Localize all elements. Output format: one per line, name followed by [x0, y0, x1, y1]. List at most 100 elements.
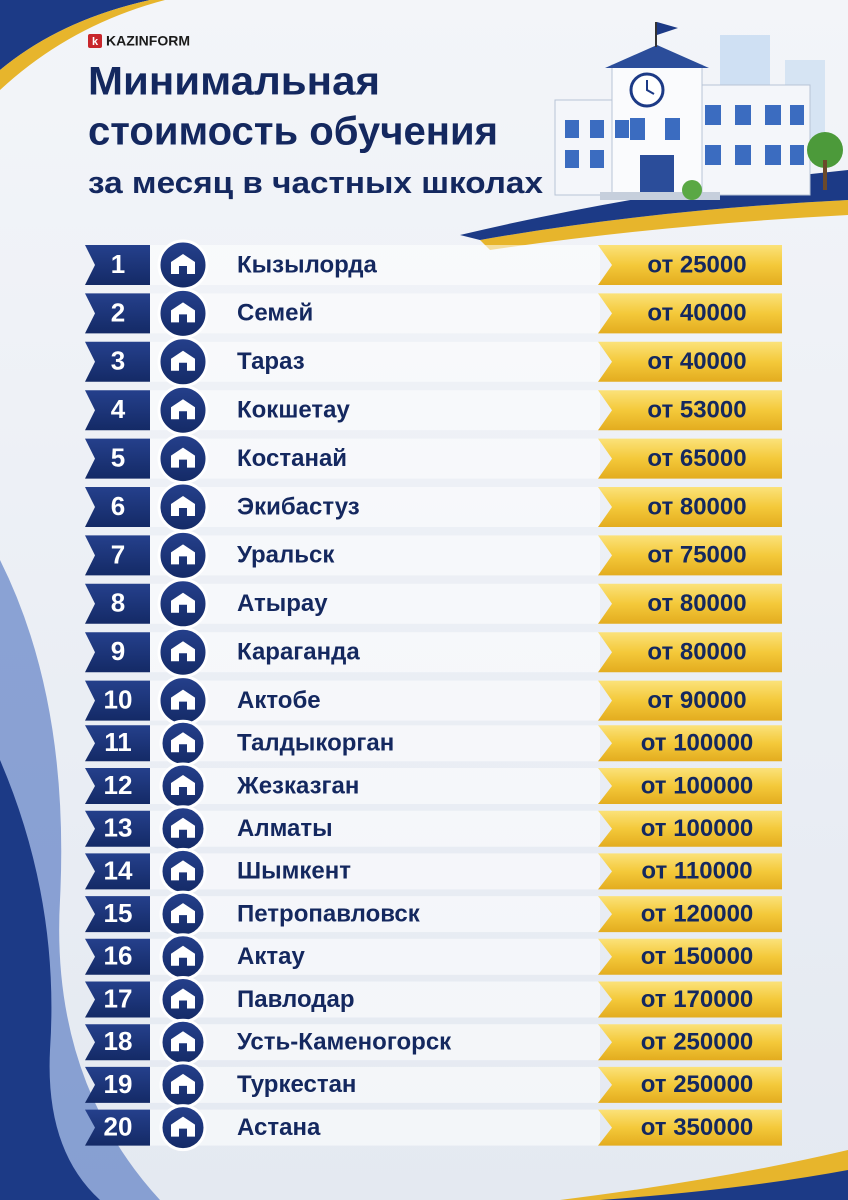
price: от 80000 [647, 590, 746, 617]
city-icon-glyph [171, 903, 195, 924]
city-name: Павлодар [237, 986, 355, 1013]
price-bar [598, 1024, 782, 1061]
price: от 150000 [641, 943, 754, 970]
price-bar [598, 1109, 782, 1146]
rank-number: 12 [104, 770, 133, 800]
city-icon-glyph [171, 399, 195, 420]
city-icon-glyph [171, 544, 195, 565]
row-line [150, 1109, 600, 1146]
row-line [150, 810, 600, 847]
rank-number: 19 [104, 1069, 133, 1099]
ranking-row: 10 Актобе от 90000 [85, 675, 782, 727]
row-line [150, 245, 600, 285]
price: от 100000 [641, 772, 754, 799]
rank-tab [85, 853, 150, 890]
city-icon-glyph [171, 496, 195, 516]
rank-tab [85, 341, 150, 382]
rank-tab [85, 1066, 150, 1103]
row-line [150, 583, 600, 624]
price-bar [598, 293, 782, 334]
row-line [150, 981, 600, 1018]
ranking-row: 20 Астана от 350000 [85, 1104, 782, 1152]
rank-number: 13 [104, 813, 133, 843]
row-line [150, 853, 600, 890]
price: от 80000 [647, 493, 746, 520]
ranking-row: 14 Шымкент от 110000 [85, 847, 782, 895]
ranking-row: 19 Туркестан от 250000 [85, 1061, 782, 1109]
price: от 25000 [647, 251, 746, 278]
ranking-row: 13 Алматы от 100000 [85, 805, 782, 853]
rank-number: 14 [104, 855, 133, 885]
price-bar [598, 535, 782, 576]
price: от 350000 [641, 1114, 754, 1141]
row-line [150, 768, 600, 804]
price: от 110000 [641, 858, 752, 885]
row-line [150, 632, 600, 673]
city-name: Костанай [237, 445, 347, 472]
rank-number: 18 [104, 1026, 133, 1056]
city-name: Талдыкорган [237, 730, 394, 757]
price-bar [598, 390, 782, 431]
price: от 80000 [647, 639, 746, 666]
rank-tab [85, 768, 150, 804]
title-line: Минимальная [88, 60, 380, 104]
city-name: Тараз [237, 348, 305, 375]
wave-decor [0, 760, 100, 1200]
price: от 100000 [641, 730, 754, 757]
city-icon-glyph [171, 689, 195, 710]
ranking-row: 12 Жезказган от 100000 [85, 762, 782, 810]
brand-name: KAZINFORM [106, 33, 190, 49]
city-name: Кызылорда [237, 251, 377, 278]
rank-number: 20 [104, 1111, 133, 1141]
rank-tab [85, 293, 150, 334]
price: от 53000 [647, 397, 746, 424]
rank-number: 5 [111, 442, 125, 472]
ranking-row: 6 Экибастуз от 80000 [85, 481, 782, 533]
corner-decor [0, 0, 150, 70]
city-name: Актобе [237, 687, 321, 714]
price: от 250000 [641, 1029, 754, 1056]
price-bar [598, 725, 782, 762]
rank-tab [85, 438, 150, 479]
rank-number: 2 [111, 297, 125, 327]
price-bar [598, 1066, 782, 1103]
rank-number: 7 [111, 539, 125, 569]
price-bar [598, 583, 782, 624]
rank-tab [85, 981, 150, 1018]
price-bar [598, 810, 782, 847]
city-icon-glyph [171, 732, 195, 753]
rank-number: 6 [111, 491, 125, 521]
rank-number: 9 [111, 636, 125, 666]
city-icon-glyph [171, 302, 195, 323]
rank-tab [85, 896, 150, 933]
school-illustration [554, 22, 843, 200]
ranking-list: 1 Кызылорда от 25000 2 Семей от 40000 3 Тараз от… [85, 239, 782, 1152]
rank-number: 4 [111, 394, 126, 424]
row-line [150, 680, 600, 721]
rank-tab [85, 632, 150, 673]
rank-number: 15 [104, 898, 133, 928]
city-icon-glyph [171, 350, 195, 371]
city-name: Туркестан [237, 1071, 356, 1098]
city-name: Петропавловск [237, 900, 421, 927]
price-bar [598, 341, 782, 382]
city-name: Шымкент [237, 858, 351, 885]
rank-tab [85, 938, 150, 975]
price-bar [598, 938, 782, 975]
rank-tab [85, 1109, 150, 1146]
city-icon-glyph [171, 1031, 195, 1052]
city-name: Атырау [237, 590, 328, 617]
row-line [150, 293, 600, 334]
price: от 120000 [641, 900, 754, 927]
brand-logo-letter: k [92, 36, 99, 48]
rank-tab [85, 680, 150, 721]
city-name: Актау [237, 943, 305, 970]
price-bar [598, 487, 782, 527]
price: от 170000 [641, 986, 754, 1013]
price-bar [598, 680, 782, 721]
ranking-row: 18 Усть-Каменогорск от 250000 [85, 1018, 782, 1066]
city-name: Усть-Каменогорск [237, 1029, 452, 1056]
price-bar [598, 981, 782, 1018]
city-name: Жезказган [236, 772, 359, 799]
